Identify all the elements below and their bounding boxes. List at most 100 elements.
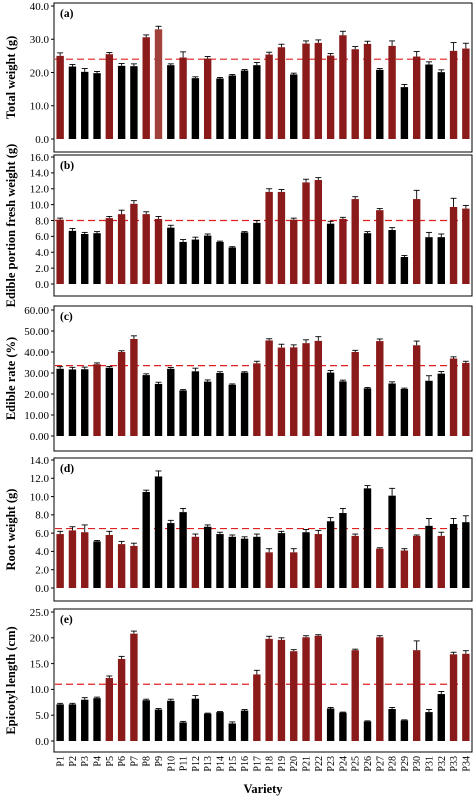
panel-label: (e) — [60, 614, 73, 626]
y-tick-label: 4.0 — [35, 247, 49, 259]
bar-P4 — [93, 364, 101, 436]
bar-P24 — [339, 218, 347, 284]
x-tick-label: P25 — [351, 756, 362, 772]
bar-P12 — [191, 698, 200, 741]
bar-P31 — [425, 64, 433, 139]
bar-P10 — [167, 700, 175, 741]
bar-P32 — [437, 373, 445, 436]
bar-P29 — [400, 550, 409, 588]
y-tick-label: 5.0 — [35, 710, 49, 722]
bar-P6 — [117, 658, 126, 741]
chart-panels: 0.010.020.030.040.0(a)Total weight (g)0.… — [4, 1, 473, 753]
bar-P34 — [462, 362, 470, 436]
bar-P2 — [68, 66, 77, 139]
bar-P14 — [216, 712, 224, 741]
bar-P13 — [203, 58, 212, 139]
chart-panel-b: 0.0 2.0 4.0 6.0 8.0 10.0 12.0 14.0 16.0 (b) Edible… — [4, 144, 473, 308]
y-tick-label: 0.0 — [35, 279, 49, 291]
bar-P12 — [191, 371, 200, 436]
bar-P3 — [81, 233, 89, 284]
bar-P17 — [253, 65, 261, 139]
bar-P12 — [191, 536, 200, 588]
bar-P30 — [412, 650, 421, 741]
bar-P11 — [179, 390, 187, 436]
x-tick-label: P3 — [80, 756, 91, 767]
chart-panel-d: 0.0 2.0 4.0 6.0 8.0 10.0 12.0 14.0 (d) Root weigh… — [4, 455, 473, 602]
bar-P27 — [376, 210, 384, 284]
bar-P28 — [388, 495, 396, 588]
bar-P13 — [203, 526, 212, 588]
bar-P2 — [68, 369, 77, 436]
bar-P12 — [191, 78, 200, 139]
bar-P23 — [326, 372, 335, 436]
bar-P31 — [425, 237, 433, 284]
bar-P17 — [253, 536, 261, 588]
bar-P9 — [154, 29, 163, 139]
bar-P9 — [154, 383, 163, 436]
bar-P7 — [130, 203, 138, 284]
bar-P4 — [93, 73, 101, 139]
x-tick-label: P5 — [105, 756, 116, 767]
chart-panel-a: 0.0 10.0 20.0 30.0 40.0 (a) Total weight (g) — [4, 1, 473, 153]
bar-P32 — [437, 535, 445, 588]
y-tick-label: 40.00 — [24, 347, 49, 359]
bar-P19 — [277, 47, 286, 140]
bar-P19 — [277, 533, 286, 588]
y-tick-label: 6.0 — [35, 528, 49, 540]
y-tick-label: 10.0 — [30, 101, 50, 113]
x-tick-label: P19 — [277, 756, 288, 772]
x-tick-label: P2 — [68, 756, 79, 767]
x-tick-label: P15 — [228, 756, 239, 772]
y-tick-label: 20.00 — [24, 389, 49, 401]
y-tick-label: 8.0 — [35, 215, 49, 227]
bar-P29 — [400, 720, 409, 741]
y-tick-label: 4.0 — [35, 546, 49, 558]
bar-P9 — [154, 476, 163, 588]
bar-P18 — [265, 638, 273, 741]
bar-P6 — [117, 544, 126, 588]
bar-P15 — [228, 536, 236, 588]
x-tick-label: P14 — [215, 756, 226, 772]
shared-x-axis: P1 P2 P3 P4 P5 P6 P7 P8 P9 P10 P11 P12 P13 P14 P15 P16 P… — [56, 756, 473, 772]
bar-P7 — [130, 338, 138, 436]
bar-P1 — [56, 704, 64, 741]
x-tick-label: P22 — [314, 756, 325, 772]
bar-P19 — [277, 639, 286, 741]
bar-P18 — [265, 552, 273, 588]
x-tick-label: P16 — [240, 756, 251, 772]
y-axis-title: Edible portion fresh weight (g) — [4, 144, 18, 308]
bar-P20 — [290, 219, 298, 284]
bar-P26 — [363, 388, 372, 436]
chart-panel-e: 0.0 5.0 10.0 15.0 20.0 25.0 (e) Epicotyl length… — [4, 607, 473, 753]
bar-P20 — [290, 651, 298, 741]
bar-P26 — [363, 488, 372, 588]
bar-P28 — [388, 45, 396, 139]
panel-label: (a) — [60, 8, 74, 20]
x-tick-label: P33 — [449, 756, 460, 772]
bar-P17 — [253, 363, 261, 436]
bar-P34 — [462, 208, 470, 284]
bar-P15 — [228, 75, 236, 139]
y-tick-label: 40.0 — [30, 1, 50, 13]
bar-P15 — [228, 723, 236, 741]
bar-P27 — [376, 637, 384, 741]
bar-P30 — [412, 199, 421, 284]
bar-P20 — [290, 552, 298, 588]
x-axis-title: Variety — [243, 782, 283, 796]
bar-P24 — [339, 35, 347, 140]
y-tick-label: 10.00 — [24, 410, 49, 422]
bar-P16 — [240, 70, 249, 139]
bar-P30 — [412, 535, 421, 588]
plot-frame — [53, 305, 473, 452]
bar-P5 — [105, 54, 114, 139]
x-tick-label: P17 — [252, 756, 263, 772]
bar-P9 — [154, 709, 163, 741]
bar-P1 — [56, 219, 64, 284]
bar-P31 — [425, 525, 433, 588]
bar-P8 — [142, 375, 150, 436]
bar-P25 — [351, 535, 359, 588]
bar-P16 — [240, 710, 249, 741]
bar-P10 — [167, 65, 175, 139]
bar-P24 — [339, 712, 347, 741]
bar-P26 — [363, 721, 372, 741]
